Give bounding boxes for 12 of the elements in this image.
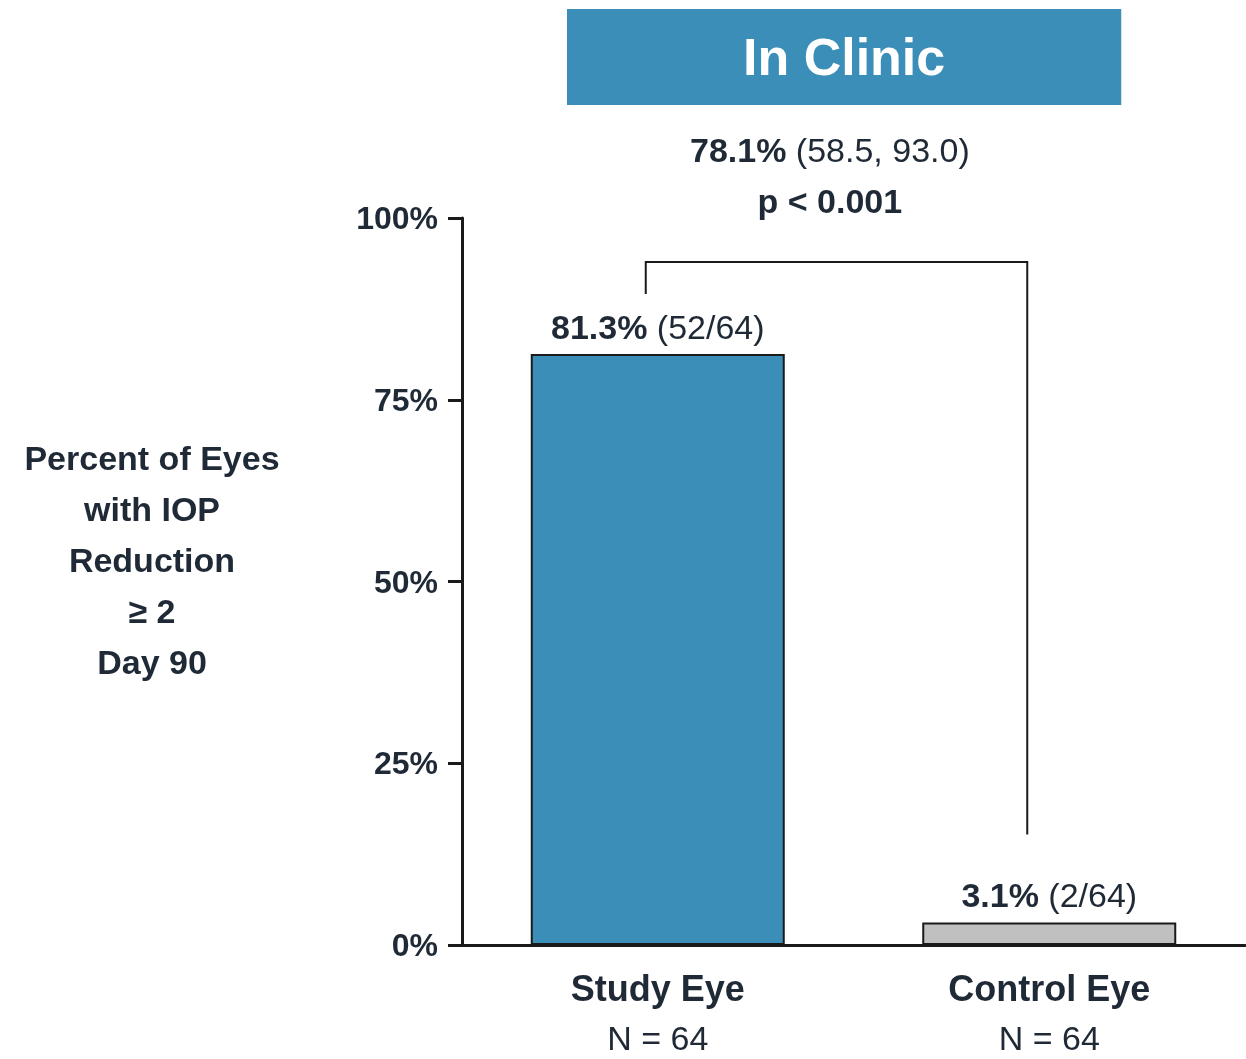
x-tick-label: Control Eye N = 64 <box>948 967 1151 1057</box>
x-tick-label: Study Eye N = 64 <box>570 967 745 1057</box>
y-axis-title: Percent of Eyes with IOP Reduction ≥ 2 Day 90 <box>24 438 280 681</box>
data-label: 3.1% (2/64) <box>961 876 1138 915</box>
y-tick-label: 75% <box>373 381 438 418</box>
y-tick-label: 25% <box>373 745 438 782</box>
annotation: 78.1% (58.5, 93.0) p < 0.001 <box>690 131 970 220</box>
y-tick-label: 50% <box>373 563 438 600</box>
chart-title: In Clinic <box>743 28 946 86</box>
y-tick-label: 100% <box>356 200 438 236</box>
y-tick-label: 0% <box>391 927 438 963</box>
data-label: 81.3% (52/64) <box>550 307 765 346</box>
